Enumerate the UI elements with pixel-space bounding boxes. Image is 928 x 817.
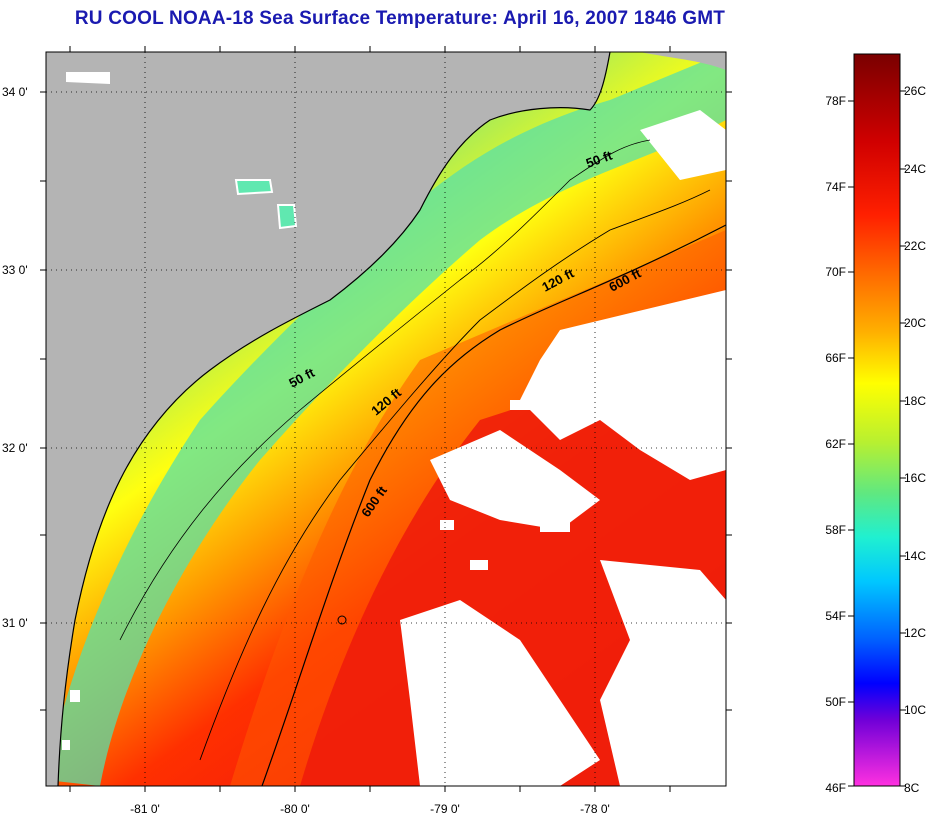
colorbar-f-62: 62F (825, 437, 846, 451)
offshore-islands (66, 72, 298, 230)
colorbar-f-54: 54F (825, 609, 846, 623)
lon-label-78: -78 0' (580, 802, 610, 816)
colorbar-c-22: 22C (904, 239, 926, 253)
cloud-mask (62, 110, 726, 786)
lat-label-31: 31 0' (2, 616, 28, 630)
isobath-600ft (261, 224, 726, 786)
colorbar-f-50: 50F (825, 695, 846, 709)
marker-circle (337, 615, 347, 625)
colorbar-c-12: 12C (904, 626, 926, 640)
colorbar-c-20: 20C (904, 316, 926, 330)
lon-label-79: -79 0' (430, 802, 460, 816)
colorbar (853, 53, 901, 787)
land-mass (46, 52, 610, 786)
lat-label-34: 34 0' (2, 85, 28, 99)
colorbar-c-24: 24C (904, 162, 926, 176)
colorbar-c-16: 16C (904, 471, 926, 485)
colorbar-f-58: 58F (825, 523, 846, 537)
colorbar-c-14: 14C (904, 549, 926, 563)
lon-label-80: -80 0' (280, 802, 310, 816)
axis-ticks (40, 46, 732, 792)
isobath-120ft (199, 189, 711, 761)
lat-label-32: 32 0' (2, 441, 28, 455)
colorbar-f-46: 46F (825, 781, 846, 795)
lon-label-81: -81 0' (130, 802, 160, 816)
colorbar-f-70: 70F (825, 265, 846, 279)
colorbar-c-8: 8C (904, 781, 920, 795)
map-plot-area: 50 ft 120 ft 600 ft 50 ft 120 ft 600 ft (46, 52, 726, 786)
colorbar-ticks (848, 90, 906, 787)
colorbar-c-10: 10C (904, 703, 926, 717)
lat-lon-grid (46, 52, 726, 786)
colorbar-f-66: 66F (825, 351, 846, 365)
isobath-50ft (119, 139, 651, 641)
map-frame (45, 51, 727, 787)
map-title: RU COOL NOAA-18 Sea Surface Temperature:… (74, 8, 726, 29)
lat-label-33: 33 0' (2, 263, 28, 277)
colorbar-c-26: 26C (904, 84, 926, 98)
colorbar-c-18: 18C (904, 394, 926, 408)
colorbar-f-78: 78F (825, 94, 846, 108)
colorbar-f-74: 74F (825, 180, 846, 194)
